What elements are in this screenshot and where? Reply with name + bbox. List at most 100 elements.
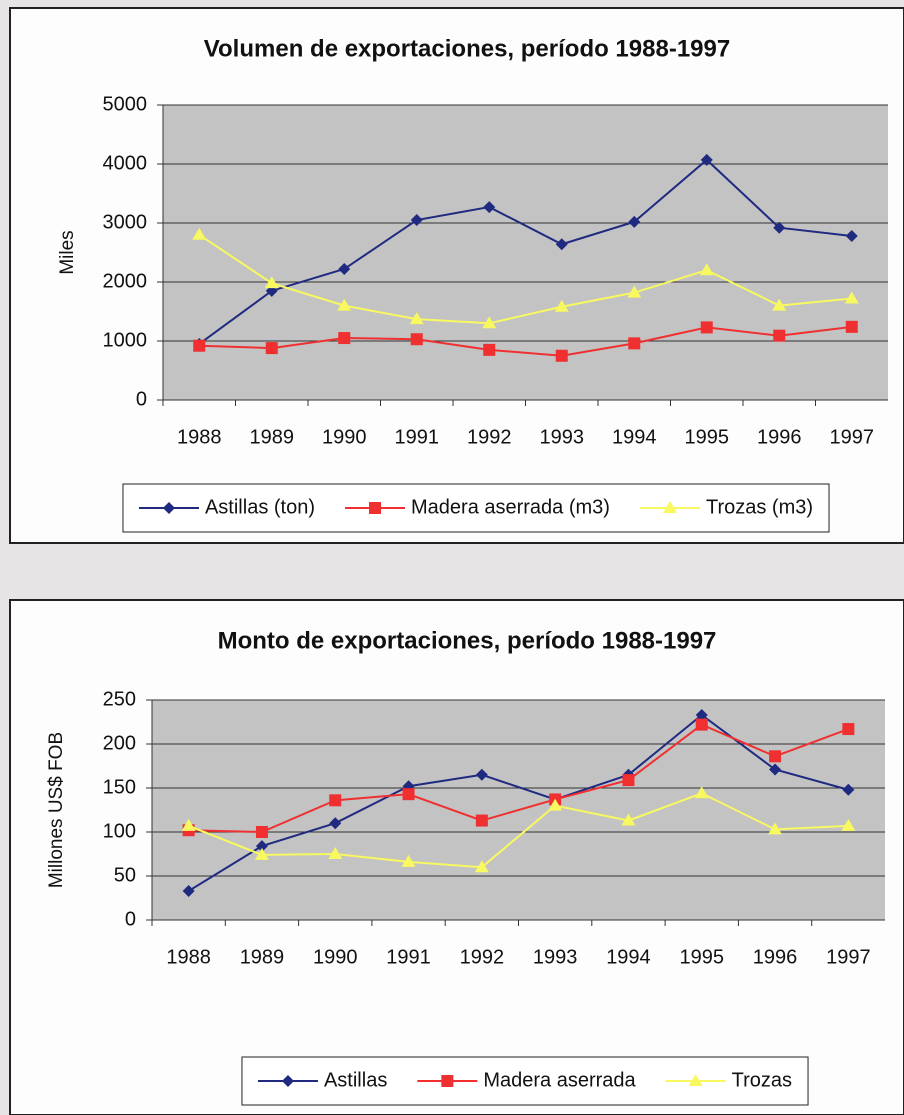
- y-tick-label: 1000: [103, 329, 148, 351]
- x-tick-label: 1988: [166, 946, 211, 968]
- legend: Astillas Madera aserrada Trozas: [257, 1069, 792, 1091]
- x-tick-label: 1992: [467, 426, 512, 448]
- marker: [773, 221, 786, 234]
- marker: [695, 708, 708, 721]
- marker: [281, 1075, 294, 1087]
- y-tick-label: 150: [103, 776, 136, 798]
- x-tick-label: 1991: [395, 426, 440, 448]
- x-tick-label: 1992: [460, 946, 505, 968]
- chart-title: Volumen de exportaciones, período 1988-1…: [204, 35, 730, 62]
- legend-label: Astillas: [324, 1069, 387, 1091]
- marker: [369, 502, 382, 514]
- x-tick-label: 1990: [313, 946, 358, 968]
- marker: [841, 818, 856, 831]
- marker: [695, 718, 708, 731]
- series-line: [198, 158, 852, 345]
- series-line: [188, 723, 849, 834]
- plot-area: [163, 105, 888, 400]
- x-tick-label: 1988: [177, 426, 222, 448]
- marker: [842, 783, 855, 796]
- marker: [769, 763, 782, 776]
- series-line: [199, 325, 852, 357]
- marker: [845, 229, 858, 242]
- marker: [628, 337, 641, 350]
- marker: [410, 333, 423, 346]
- marker: [328, 847, 343, 859]
- legend-label: Madera aserrada (m3): [411, 496, 610, 518]
- marker: [555, 349, 568, 362]
- x-tick-label: 1994: [606, 946, 651, 968]
- legend-label: Madera aserrada: [483, 1069, 636, 1091]
- marker: [402, 788, 415, 801]
- chart-title: Monto de exportaciones, período 1988-199…: [218, 627, 717, 654]
- marker: [181, 818, 196, 831]
- y-tick-label: 3000: [103, 211, 148, 233]
- x-tick-label: 1996: [757, 426, 802, 448]
- marker: [475, 814, 488, 827]
- marker: [554, 299, 569, 312]
- x-tick-label: 1989: [250, 426, 295, 448]
- marker: [483, 343, 496, 356]
- marker: [688, 1074, 703, 1086]
- marker: [662, 501, 677, 513]
- marker: [182, 884, 195, 897]
- x-tick-label: 1989: [240, 946, 285, 968]
- x-tick-label: 1995: [680, 946, 725, 968]
- marker: [193, 339, 206, 352]
- x-tick-label: 1991: [386, 946, 431, 968]
- marker: [255, 826, 268, 838]
- marker: [628, 215, 641, 228]
- marker: [255, 840, 268, 853]
- marker: [474, 860, 489, 873]
- legend-label: Astillas (ton): [205, 496, 315, 518]
- marker: [329, 817, 342, 830]
- marker: [482, 316, 497, 329]
- y-tick-label: 0: [136, 388, 147, 410]
- y-tick-label: 100: [103, 820, 136, 842]
- marker: [264, 276, 279, 289]
- marker: [548, 798, 563, 811]
- marker: [401, 854, 416, 867]
- x-tick-label: 1994: [612, 426, 657, 448]
- marker: [555, 238, 568, 251]
- y-tick-label: 200: [103, 732, 136, 754]
- marker: [700, 153, 713, 166]
- y-tick-label: 50: [114, 864, 136, 886]
- x-tick-label: 1997: [830, 426, 875, 448]
- marker: [162, 502, 175, 514]
- marker: [842, 723, 855, 736]
- marker: [621, 813, 636, 826]
- marker: [475, 768, 488, 781]
- marker: [627, 285, 642, 298]
- legend-label: Trozas (m3): [706, 496, 813, 518]
- legend-label: Trozas: [732, 1069, 792, 1091]
- marker: [409, 312, 424, 325]
- marker: [699, 263, 714, 276]
- marker: [700, 321, 713, 334]
- marker: [329, 794, 342, 807]
- series-line: [188, 792, 849, 869]
- y-tick-label: 0: [125, 908, 136, 930]
- legend: Astillas (ton) Madera aserrada (m3) Trozas…: [138, 496, 813, 518]
- marker: [338, 332, 351, 345]
- marker: [338, 263, 351, 276]
- legend-frame: [122, 483, 830, 533]
- series-line: [198, 233, 852, 325]
- marker: [410, 214, 423, 227]
- marker: [694, 786, 709, 799]
- y-tick-label: 4000: [103, 152, 148, 174]
- marker: [772, 298, 787, 311]
- marker: [769, 750, 782, 763]
- marker: [622, 774, 635, 787]
- marker: [844, 291, 859, 304]
- series-line: [188, 713, 849, 892]
- marker: [483, 201, 496, 214]
- x-tick-label: 1993: [540, 426, 585, 448]
- x-tick-label: 1997: [826, 946, 871, 968]
- marker: [773, 329, 786, 342]
- marker: [192, 227, 207, 240]
- y-axis-label: Miles: [57, 230, 78, 274]
- marker: [265, 342, 278, 355]
